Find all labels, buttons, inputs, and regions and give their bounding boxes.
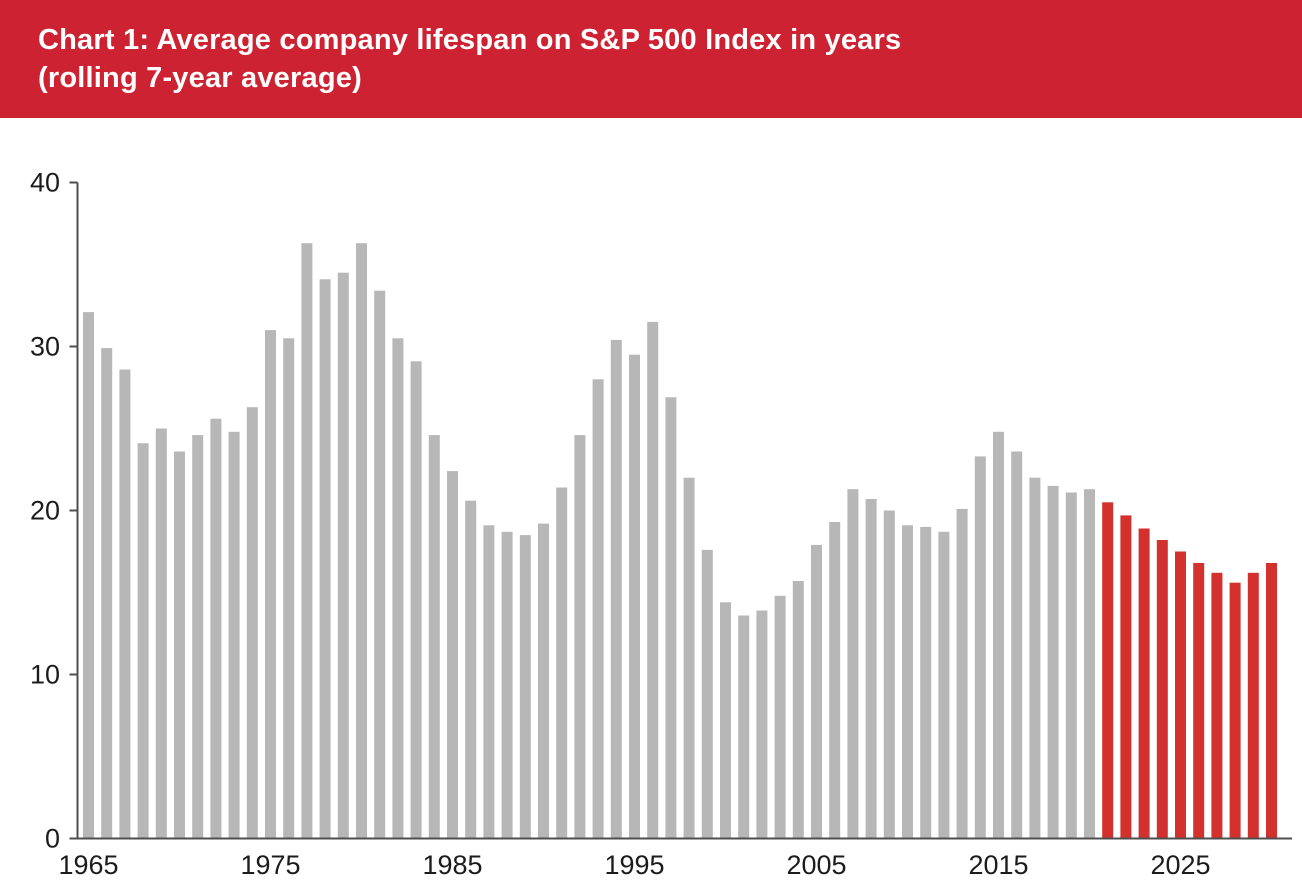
bar-historical-1984: [428, 435, 440, 839]
bar-historical-1972: [210, 418, 222, 839]
bar-forecast-2021: [1102, 502, 1114, 839]
bar-forecast-2023: [1138, 528, 1150, 839]
bar-forecast-2024: [1156, 540, 1168, 839]
bar-historical-1975: [265, 330, 276, 839]
bar-historical-1998: [683, 477, 695, 839]
y-tick-label-0: 0: [45, 824, 60, 854]
bar-historical-1970: [174, 451, 185, 839]
x-tick-label-1985: 1985: [422, 850, 482, 880]
bar-historical-2004: [792, 581, 804, 839]
chart-title-line1: Chart 1: Average company lifespan on S&P…: [38, 24, 902, 56]
bar-forecast-2025: [1175, 551, 1186, 839]
x-tick-label-2005: 2005: [786, 850, 846, 880]
bar-historical-1965: [83, 312, 94, 839]
bar-historical-1980: [356, 243, 367, 839]
bar-historical-2014: [974, 456, 986, 839]
bar-historical-1991: [556, 487, 568, 839]
bar-historical-2012: [938, 531, 950, 839]
x-tick-label-2015: 2015: [968, 850, 1028, 880]
bar-forecast-2028: [1229, 582, 1241, 839]
chart-title-line2: (rolling 7-year average): [38, 62, 362, 94]
bar-historical-2001: [738, 615, 750, 839]
bar-historical-1999: [701, 549, 713, 839]
bar-historical-2007: [847, 489, 859, 839]
bar-historical-2005: [811, 544, 822, 839]
bar-historical-1992: [574, 435, 586, 839]
bar-historical-1988: [501, 531, 513, 839]
bar-historical-1987: [483, 525, 495, 839]
bar-forecast-2026: [1193, 563, 1205, 839]
bar-historical-1976: [283, 338, 295, 839]
bar-forecast-2022: [1120, 515, 1132, 839]
bar-historical-1997: [665, 397, 677, 839]
bar-historical-2018: [1047, 485, 1059, 839]
bar-historical-1967: [119, 369, 131, 839]
bar-historical-1985: [447, 471, 458, 839]
bar-historical-2019: [1065, 492, 1077, 839]
bar-historical-1973: [228, 431, 240, 839]
bar-historical-2011: [920, 526, 932, 839]
bar-historical-2013: [956, 508, 968, 839]
bar-forecast-2027: [1211, 572, 1223, 839]
bar-forecast-2030: [1266, 563, 1277, 839]
bar-historical-1971: [192, 435, 204, 839]
bar-historical-1966: [101, 348, 113, 839]
bar-historical-1990: [538, 523, 549, 839]
bar-historical-2009: [883, 510, 895, 839]
bar-historical-1983: [410, 361, 422, 839]
bar-historical-1969: [155, 428, 167, 839]
bar-historical-1977: [301, 243, 313, 839]
bar-historical-2002: [756, 610, 768, 839]
bar-historical-2010: [902, 525, 913, 839]
y-tick-label-40: 40: [30, 168, 60, 198]
x-tick-label-1995: 1995: [604, 850, 664, 880]
y-tick-label-30: 30: [30, 332, 60, 362]
bar-historical-1982: [392, 338, 404, 839]
bar-historical-1978: [319, 279, 331, 839]
bar-historical-2003: [774, 595, 786, 839]
x-tick-label-1965: 1965: [58, 850, 118, 880]
bar-historical-1994: [610, 339, 622, 839]
bar-historical-1986: [465, 500, 477, 839]
bar-historical-1996: [647, 321, 659, 839]
bar-historical-2016: [1011, 451, 1023, 839]
bar-historical-1989: [519, 535, 531, 839]
bar-historical-1974: [246, 407, 258, 839]
y-tick-label-10: 10: [30, 660, 60, 690]
bar-forecast-2029: [1247, 572, 1259, 839]
bar-historical-2000: [720, 602, 731, 839]
bar-historical-2015: [993, 431, 1004, 839]
x-tick-label-1975: 1975: [240, 850, 300, 880]
bar-historical-1979: [337, 272, 349, 839]
bar-historical-1993: [592, 379, 604, 839]
bar-historical-1995: [629, 354, 640, 839]
chart-header: Chart 1: Average company lifespan on S&P…: [0, 0, 1302, 118]
bar-historical-2008: [865, 499, 877, 839]
bar-historical-2006: [829, 522, 841, 839]
x-tick-label-2025: 2025: [1150, 850, 1210, 880]
bar-historical-2020: [1084, 489, 1095, 839]
bar-historical-1968: [137, 443, 149, 839]
y-tick-label-20: 20: [30, 496, 60, 526]
bar-historical-2017: [1029, 477, 1041, 839]
bar-historical-1981: [374, 290, 386, 839]
